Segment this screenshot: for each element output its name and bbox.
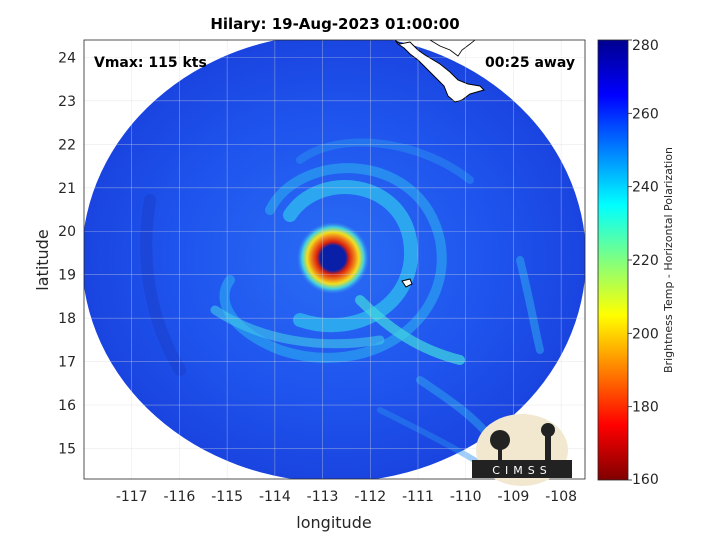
colorbar bbox=[597, 39, 629, 481]
vmax-annotation: Vmax: 115 kts bbox=[94, 55, 207, 71]
x-tick-label: -111 bbox=[402, 489, 434, 505]
x-tick-label: -113 bbox=[307, 489, 339, 505]
y-tick-label: 23 bbox=[58, 94, 76, 110]
y-tick-label: 17 bbox=[58, 355, 76, 371]
colorbar-tick-label: 260 bbox=[632, 106, 659, 122]
x-tick-label: -109 bbox=[498, 489, 530, 505]
eye bbox=[323, 250, 343, 270]
cimss-logo: CIMSS bbox=[472, 414, 572, 486]
y-axis-label: latitude bbox=[33, 229, 52, 290]
y-tick-labels: 15 16 17 18 19 20 21 22 23 24 bbox=[58, 50, 76, 457]
y-tick-label: 18 bbox=[58, 311, 76, 327]
x-tick-labels: -117 -116 -115 -114 -113 -112 -111 -110 -109 -108 bbox=[116, 489, 577, 505]
colorbar-label: Brightness Temp - Horizontal Polarizatio… bbox=[662, 147, 675, 373]
mainland-coastline bbox=[429, 40, 476, 57]
colorbar-tick-label: 240 bbox=[632, 180, 659, 196]
y-tick-label: 16 bbox=[58, 398, 76, 414]
x-tick-label: -112 bbox=[354, 489, 386, 505]
time-away-annotation: 00:25 away bbox=[485, 55, 575, 71]
rain-bands bbox=[140, 138, 544, 473]
dish-mount bbox=[498, 440, 502, 460]
tower-leg bbox=[545, 436, 551, 460]
y-tick-label: 21 bbox=[58, 181, 76, 197]
colorbar-tick-label: 160 bbox=[632, 472, 659, 488]
y-tick-label: 24 bbox=[58, 50, 76, 66]
x-tick-label: -115 bbox=[211, 489, 243, 505]
socorro-island bbox=[401, 278, 413, 288]
y-tick-label: 15 bbox=[58, 442, 76, 458]
colorbar-tick-labels: 280 260 240 220 200 180 160 bbox=[628, 38, 659, 488]
water-tower-icon bbox=[541, 423, 555, 437]
x-tick-label: -110 bbox=[450, 489, 482, 505]
colorbar-tick-label: 200 bbox=[632, 326, 659, 342]
logo-banner bbox=[472, 460, 572, 478]
x-tick-label: -108 bbox=[545, 489, 577, 505]
y-tick-label: 22 bbox=[58, 137, 76, 153]
colorbar-tick-label: 180 bbox=[632, 400, 659, 416]
logo-text: CIMSS bbox=[492, 464, 551, 477]
axes-frame bbox=[83, 39, 586, 480]
colorbar-tick-label: 220 bbox=[632, 253, 659, 269]
y-tick-label: 20 bbox=[58, 224, 76, 240]
x-axis-label: longitude bbox=[296, 513, 371, 532]
x-tick-label: -114 bbox=[259, 489, 291, 505]
grid-lines bbox=[84, 40, 585, 479]
x-tick-label: -116 bbox=[164, 489, 196, 505]
colorbar-tick-label: 280 bbox=[632, 38, 659, 54]
x-tick-label: -117 bbox=[116, 489, 148, 505]
y-tick-label: 19 bbox=[58, 268, 76, 284]
plot-title: Hilary: 19-Aug-2023 01:00:00 bbox=[210, 15, 459, 33]
